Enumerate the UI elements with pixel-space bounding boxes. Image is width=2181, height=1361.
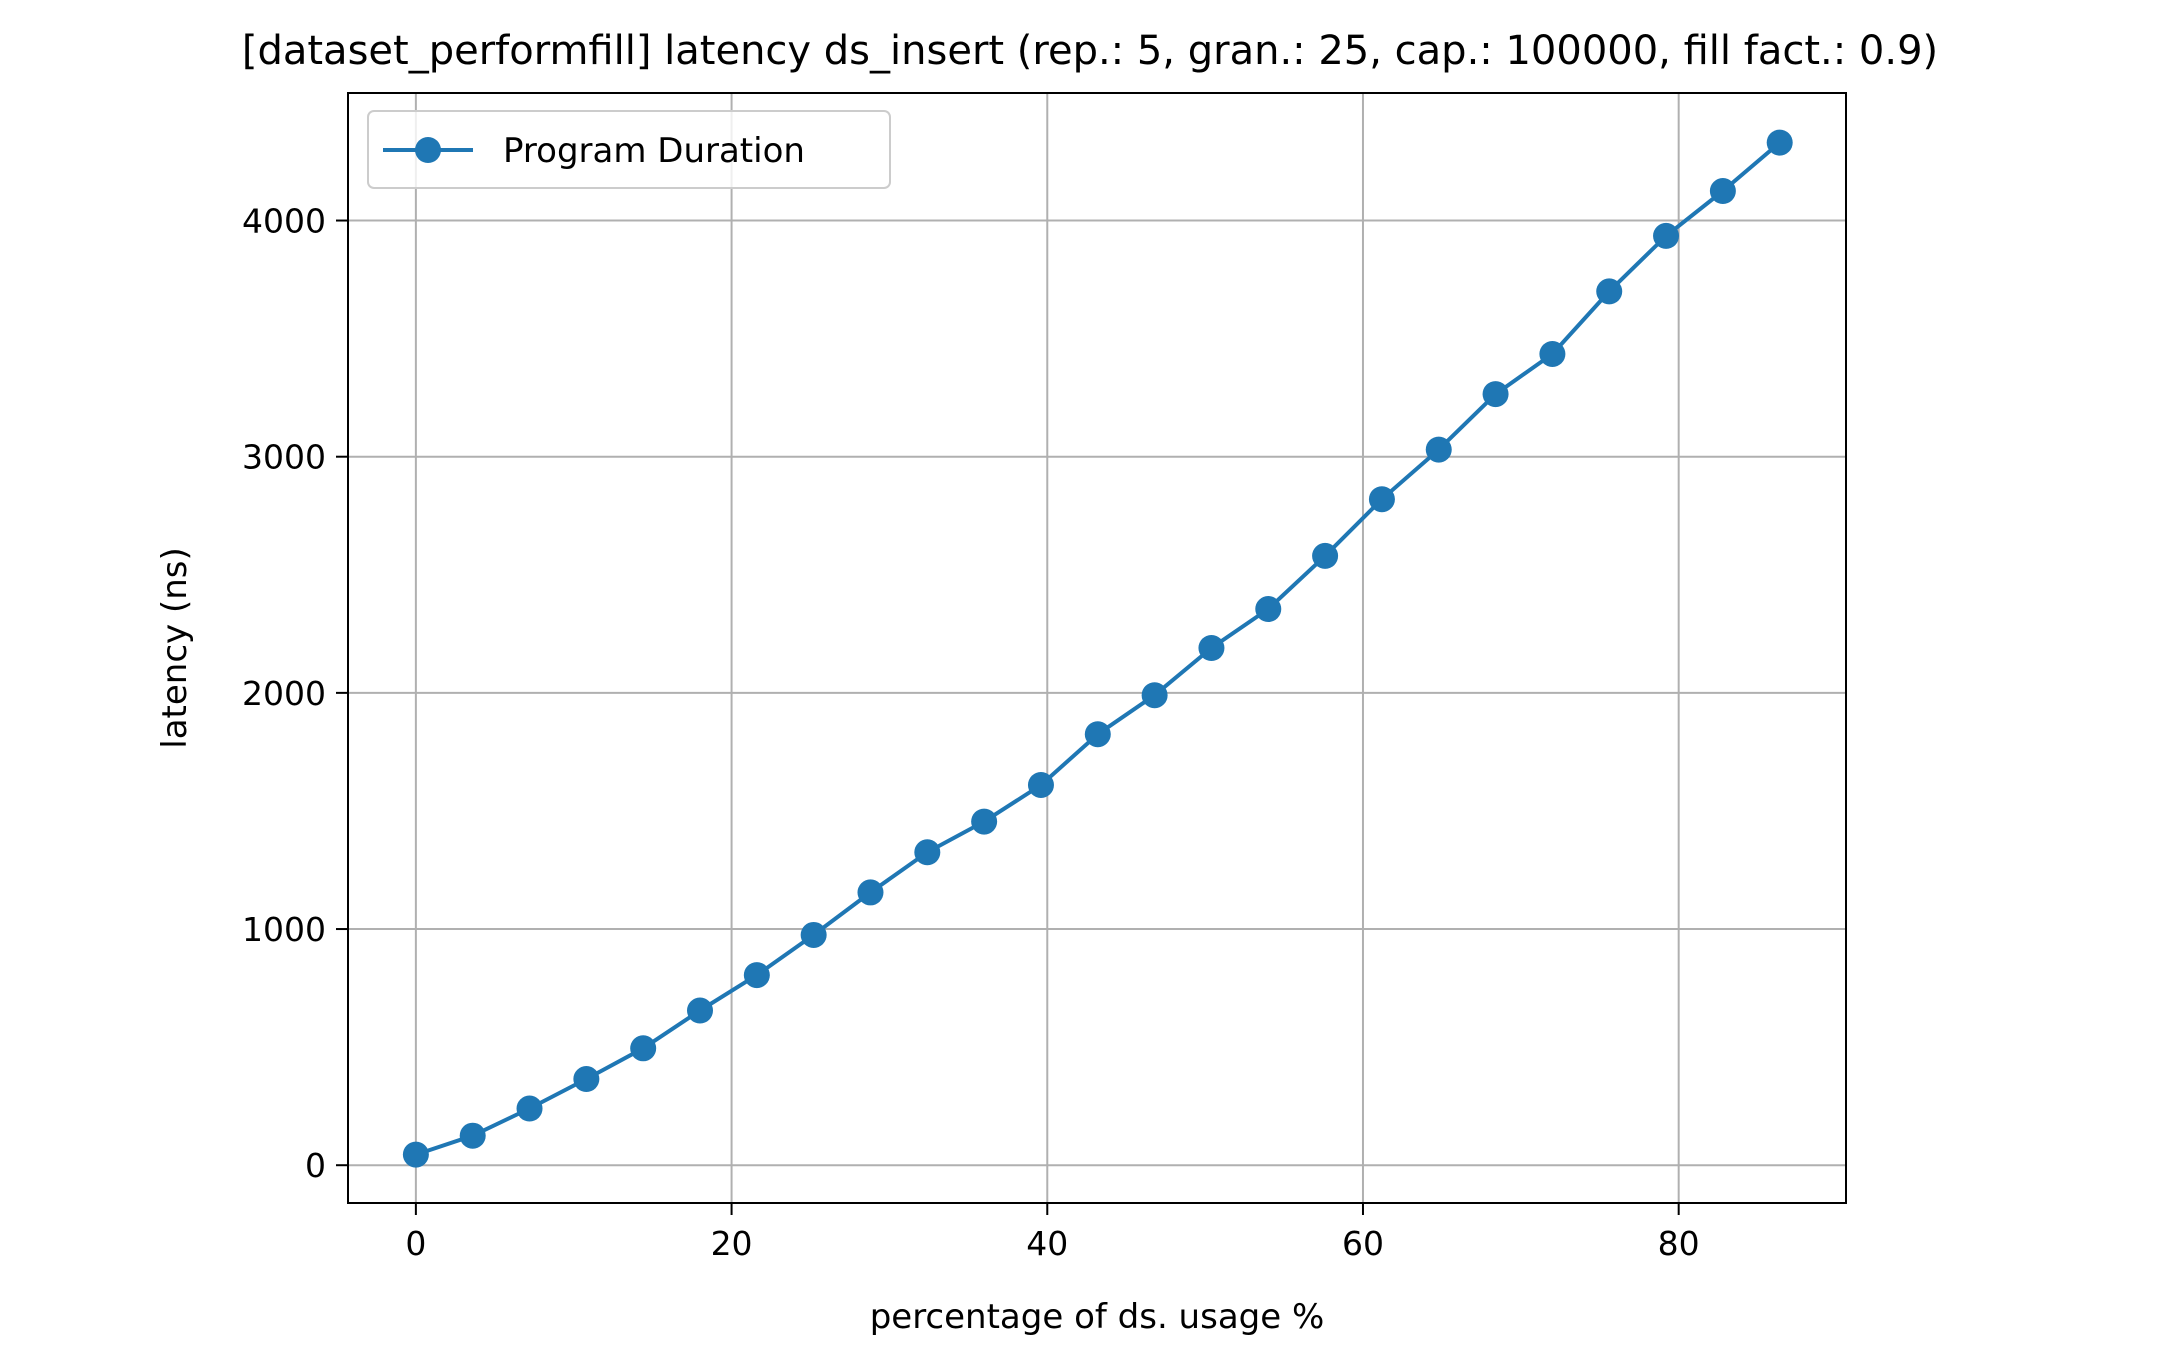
y-tick-label-4000: 4000 <box>242 202 326 241</box>
data-point-0-22 <box>1653 222 1680 249</box>
data-point-0-10 <box>971 808 998 835</box>
data-point-0-15 <box>1255 596 1282 623</box>
x-tick-label-60: 60 <box>1342 1224 1384 1263</box>
data-point-0-8 <box>857 879 884 906</box>
x-axis-label: percentage of ds. usage % <box>870 1297 1325 1337</box>
chart-title: [dataset_performfill] latency ds_insert … <box>242 28 1938 74</box>
y-tick-label-1000: 1000 <box>242 910 326 949</box>
data-point-0-14 <box>1198 635 1225 661</box>
legend-box <box>367 110 891 189</box>
y-axis-label: latency (ns) <box>155 547 195 749</box>
data-point-0-24 <box>1766 129 1793 156</box>
data-point-0-2 <box>516 1095 543 1122</box>
x-tick-label-40: 40 <box>1026 1224 1068 1263</box>
data-point-0-7 <box>800 921 827 948</box>
data-point-0-17 <box>1368 486 1395 513</box>
series-layer <box>402 129 1793 1168</box>
data-point-0-23 <box>1709 178 1736 205</box>
grid <box>348 93 1846 1203</box>
x-tick-label-20: 20 <box>711 1224 753 1263</box>
data-point-0-3 <box>573 1066 600 1093</box>
legend-label-program-duration: Program Duration <box>503 131 805 171</box>
data-point-0-18 <box>1425 436 1452 463</box>
legend: Program Duration <box>367 110 891 189</box>
y-tick-label-2000: 2000 <box>242 674 326 713</box>
data-point-0-9 <box>914 839 941 866</box>
data-point-0-0 <box>402 1141 429 1168</box>
data-point-0-1 <box>459 1122 486 1149</box>
legend-marker <box>415 137 441 163</box>
data-point-0-19 <box>1482 381 1509 408</box>
data-point-0-5 <box>687 997 714 1024</box>
data-point-0-21 <box>1596 278 1623 305</box>
x-axis-ticks: 0 20 40 60 80 <box>405 1203 1700 1263</box>
y-tick-label-0: 0 <box>305 1146 326 1185</box>
data-point-0-11 <box>1027 771 1054 798</box>
y-tick-label-3000: 3000 <box>242 438 326 477</box>
data-point-0-12 <box>1084 721 1111 748</box>
data-point-0-16 <box>1312 542 1339 569</box>
data-point-0-6 <box>743 962 770 989</box>
x-tick-label-80: 80 <box>1658 1224 1700 1263</box>
x-tick-label-0: 0 <box>405 1224 426 1263</box>
series-line-0 <box>415 141 1781 1157</box>
plot-frame <box>347 92 1847 1204</box>
data-point-0-13 <box>1141 682 1168 709</box>
y-axis-ticks: 0 1000 2000 3000 4000 <box>242 202 348 1185</box>
data-point-0-20 <box>1539 340 1566 367</box>
data-point-0-4 <box>630 1035 657 1062</box>
